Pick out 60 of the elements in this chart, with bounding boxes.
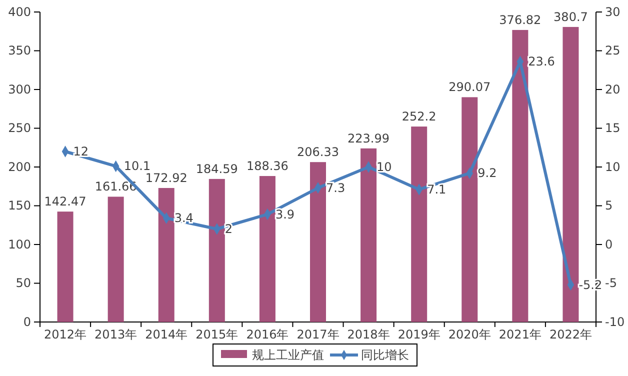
data-label: 10 [376, 160, 392, 174]
y2-tick-label: 30 [605, 4, 620, 19]
y2-tick-label: -10 [605, 314, 625, 329]
y-tick-label: 300 [8, 82, 31, 96]
data-label: 252.2 [402, 110, 436, 124]
data-label: 12 [73, 144, 89, 158]
data-label: 223.99 [348, 131, 390, 146]
y2-tick-label: 10 [605, 160, 620, 174]
x-tick-label: 2018年 [347, 328, 390, 342]
data-label: 7.1 [427, 182, 446, 196]
bar [259, 176, 276, 322]
bar [310, 162, 326, 322]
data-label: 206.33 [297, 145, 339, 160]
y-tick-label: 400 [8, 4, 31, 19]
bar [57, 212, 74, 322]
legend-label: 规上工业产值 [252, 348, 324, 362]
y-tick-label: 100 [8, 237, 31, 252]
bar [208, 178, 225, 322]
legend-label: 同比增长 [361, 348, 409, 362]
x-tick-label: 2013年 [94, 328, 138, 342]
data-label: 184.59 [196, 162, 238, 176]
bar [462, 97, 478, 322]
x-tick-label: 2014年 [145, 328, 188, 342]
y2-tick-label: 20 [605, 82, 620, 96]
data-label: 3.9 [275, 207, 295, 222]
data-label: 10.1 [124, 159, 151, 174]
y-tick-label: 250 [8, 121, 31, 136]
bar [108, 196, 124, 322]
y-tick-label: 0 [23, 314, 31, 329]
data-label: 188.36 [246, 159, 288, 174]
y-tick-label: 350 [8, 44, 31, 58]
y-tick-label: 200 [8, 160, 31, 174]
y2-tick-label: 25 [605, 44, 620, 58]
x-tick-label: 2016年 [246, 328, 289, 342]
data-label: 376.82 [499, 12, 542, 27]
x-tick-label: 2021年 [498, 328, 542, 342]
y2-tick-label: 5 [605, 198, 613, 213]
bar [360, 148, 377, 322]
y-tick-label: 150 [8, 198, 31, 213]
data-label: 172.92 [145, 170, 188, 185]
y2-tick-label: -5 [605, 276, 617, 290]
data-label: 7.3 [326, 180, 346, 195]
x-tick-label: 2015年 [196, 328, 238, 342]
bar [158, 188, 174, 322]
data-label: 23.6 [528, 54, 555, 69]
x-tick-label: 2019年 [398, 328, 440, 342]
data-label: 290.07 [448, 80, 491, 94]
data-label: 380.7 [554, 10, 588, 24]
x-tick-label: 2022年 [549, 328, 592, 342]
bar [512, 30, 528, 322]
bar [562, 26, 579, 322]
data-label: 9.2 [478, 166, 497, 180]
data-label: 142.47 [44, 194, 86, 209]
y-tick-label: 50 [16, 276, 31, 290]
x-tick-label: 2017年 [296, 328, 340, 342]
bar [411, 126, 428, 322]
y2-tick-label: 15 [605, 121, 620, 136]
x-tick-label: 2012年 [44, 328, 87, 342]
y2-tick-label: 0 [605, 237, 613, 252]
x-tick-label: 2020年 [448, 328, 491, 342]
